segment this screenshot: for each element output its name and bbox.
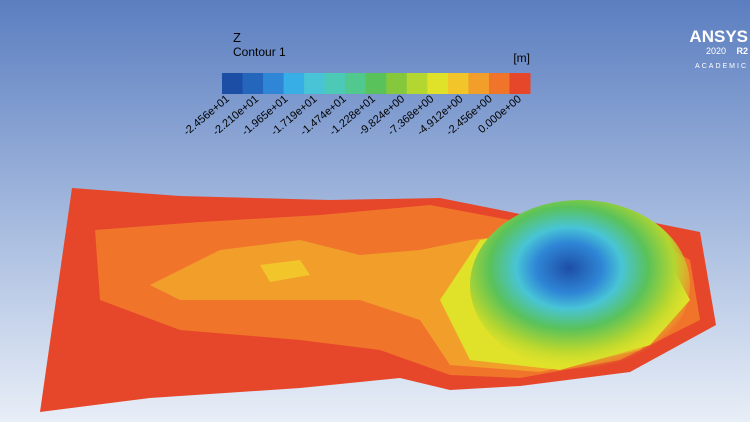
colorbar-segment: [324, 73, 346, 94]
colorbar-segment: [447, 73, 469, 94]
logo-brand: ANSYS: [689, 27, 748, 46]
colorbar-segment: [468, 73, 490, 94]
colorbar-segment: [263, 73, 285, 94]
colorbar-segment: [488, 73, 510, 94]
logo-version: 2020: [706, 46, 726, 56]
colorbar-segment: [406, 73, 428, 94]
colorbar-segment: [283, 73, 305, 94]
legend-title: Contour 1: [233, 45, 286, 59]
colorbar-segment: [304, 73, 326, 94]
colorbar-segment: [509, 73, 531, 94]
contour-surface: [40, 188, 716, 412]
colorbar-segment: [365, 73, 387, 94]
legend-unit: [m]: [513, 51, 530, 65]
variable-name: Z: [233, 30, 241, 45]
colorbar-segment: [345, 73, 367, 94]
logo-edition: ACADEMIC: [695, 63, 748, 70]
logo-release: R2: [736, 46, 748, 56]
colorbar-segment: [386, 73, 408, 94]
colorbar-segment: [242, 73, 264, 94]
colorbar-segment: [427, 73, 449, 94]
colorbar-segment: [222, 73, 244, 94]
